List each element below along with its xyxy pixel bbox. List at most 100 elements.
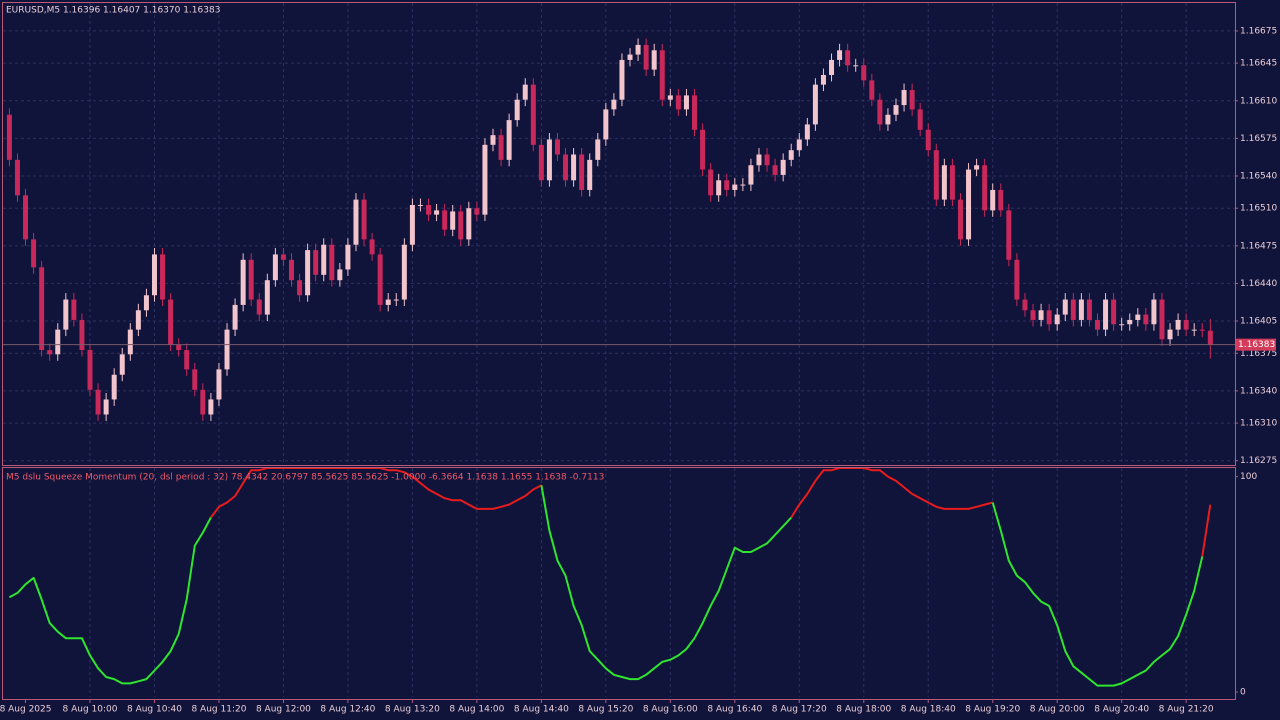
candle-body	[31, 239, 37, 268]
candle-body	[466, 208, 472, 240]
x-tick-label: 8 Aug 13:20	[385, 705, 440, 715]
candle-body	[168, 299, 174, 345]
x-tick-label: 8 Aug 20:40	[1094, 705, 1149, 715]
y-tick-label: 1.16405	[1240, 317, 1277, 327]
candle-body	[55, 329, 61, 355]
candle-body	[1175, 319, 1181, 330]
candle-body	[683, 95, 689, 110]
y-tick-label: 1.16510	[1240, 204, 1277, 214]
candle-body	[700, 129, 706, 170]
y-tick-label: 0	[1240, 688, 1246, 698]
candle-body	[853, 65, 859, 67]
candle-body	[1062, 299, 1068, 315]
candle-body	[764, 154, 770, 166]
candle-body	[1103, 299, 1109, 330]
candle-body	[530, 84, 536, 145]
grid	[3, 3, 1235, 697]
candle-body	[409, 204, 415, 245]
candle-body	[256, 299, 262, 315]
candle-body	[603, 109, 609, 140]
candle-body	[200, 389, 206, 415]
candle-body	[192, 369, 198, 390]
candle-body	[1207, 330, 1213, 345]
y-tick-label: 1.16540	[1240, 171, 1277, 181]
candle-body	[627, 54, 633, 60]
x-tick-label: 8 Aug 10:40	[127, 705, 182, 715]
candle-body	[87, 350, 93, 390]
candle-body	[361, 199, 367, 240]
candle-body	[216, 369, 222, 400]
candle-body	[1006, 210, 1012, 260]
y-tick-label: 1.16310	[1240, 419, 1277, 429]
candle-body	[1199, 329, 1205, 331]
candle-body	[554, 139, 560, 155]
candle-body	[837, 50, 843, 60]
candle-body	[482, 144, 488, 215]
candle-body	[587, 159, 593, 190]
x-tick-label: 8 Aug 12:40	[320, 705, 375, 715]
candle-body	[982, 165, 988, 211]
candle-body	[176, 344, 182, 351]
candle-body	[571, 154, 577, 181]
price-title: EURUSD,M5 1.16396 1.16407 1.16370 1.1638…	[6, 6, 220, 16]
price-frame	[2, 2, 1236, 466]
candle-body	[861, 65, 867, 81]
candle-body	[498, 135, 504, 160]
candle-body	[143, 295, 149, 311]
x-tick-label: 8 Aug 14:00	[449, 705, 504, 715]
candle-body	[909, 90, 915, 110]
candle-body	[1046, 310, 1052, 325]
candle-body	[925, 129, 931, 151]
candle-body	[184, 350, 190, 370]
candle-body	[248, 259, 254, 300]
candle-body	[490, 135, 496, 145]
candle-body	[675, 95, 681, 110]
indicator-panel	[8, 468, 1212, 687]
candle-body	[772, 165, 778, 175]
momentum-line	[1201, 504, 1212, 557]
candle-body	[280, 254, 286, 260]
x-tick-label: 8 Aug 14:40	[514, 705, 569, 715]
candle-body	[1135, 314, 1141, 320]
candle-body	[1038, 310, 1044, 320]
momentum-line	[991, 502, 1204, 687]
candle-body	[208, 399, 214, 415]
candle-body	[949, 165, 955, 200]
candle-body	[546, 139, 552, 181]
candle-body	[877, 99, 883, 125]
candle-body	[95, 389, 101, 415]
candle-body	[780, 159, 786, 175]
y-tick-label: 1.16340	[1240, 386, 1277, 396]
candle-body	[1014, 259, 1020, 300]
candle-body	[885, 114, 891, 125]
candle-body	[329, 244, 335, 281]
candle-body	[812, 84, 818, 125]
candle-body	[305, 250, 311, 296]
candle-body	[313, 250, 319, 275]
candle-body	[369, 239, 375, 255]
y-tick-label: 1.16475	[1240, 241, 1277, 251]
candle-body	[804, 124, 810, 140]
candle-body	[377, 254, 383, 305]
candle-body	[538, 144, 544, 181]
candle-body	[643, 44, 649, 70]
candle-body	[692, 95, 697, 130]
candle-body	[1127, 319, 1133, 325]
candle-body	[522, 84, 528, 100]
x-tick-label: 8 Aug 20:00	[1030, 705, 1085, 715]
candle-body	[442, 210, 448, 230]
candle-body	[458, 211, 464, 240]
candle-body	[966, 169, 972, 240]
current-price-label: 1.16383	[1238, 340, 1275, 350]
candle-body	[426, 204, 432, 215]
y-tick-label: 1.16275	[1240, 456, 1277, 466]
y-tick-label: 1.16610	[1240, 96, 1277, 106]
candle-body	[127, 329, 133, 355]
candle-body	[1191, 329, 1197, 331]
candle-body	[1022, 299, 1028, 311]
candle-body	[417, 204, 423, 206]
candle-body	[724, 180, 730, 190]
candle-body	[111, 374, 117, 400]
candle-body	[232, 304, 238, 330]
candle-body	[732, 184, 738, 190]
